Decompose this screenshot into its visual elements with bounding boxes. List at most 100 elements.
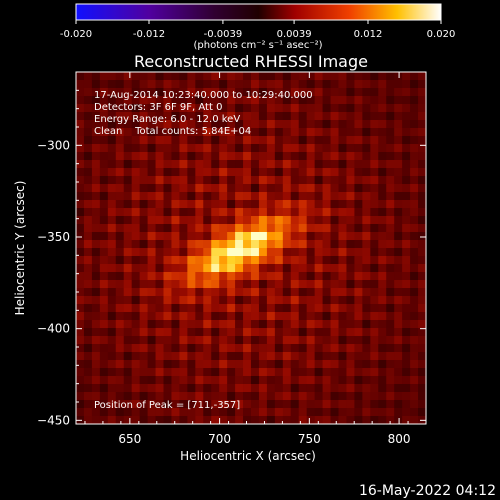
heatmap-cell [163,384,172,393]
heatmap-cell [163,152,172,161]
heatmap-cell [314,248,323,257]
heatmap-cell [227,168,236,177]
heatmap-cell [298,352,308,361]
heatmap-cell [330,376,339,385]
heatmap-cell [147,184,156,193]
heatmap-cell [418,248,426,257]
heatmap-cell [258,216,268,225]
heatmap-cell [91,320,101,329]
heatmap-cell [354,200,363,209]
heatmap-cell [251,344,260,353]
heatmap-cell [370,360,379,369]
heatmap-cell [266,272,276,281]
heatmap-cell [354,368,363,377]
heatmap-cell [107,392,117,401]
heatmap-cell [370,80,379,89]
heatmap-cell [91,408,101,417]
heatmap-cell [314,360,323,369]
heatmap-cell [330,88,339,97]
heatmap-cell [99,240,109,249]
heatmap-cell [266,376,276,385]
heatmap-cell [99,384,109,393]
heatmap-cell [314,304,323,313]
heatmap-cell [338,224,347,233]
heatmap-cell [330,176,339,185]
heatmap-cell [211,160,220,169]
heatmap-cell [211,232,220,241]
heatmap-cell [394,336,403,345]
heatmap-cell [171,152,180,161]
heatmap-cell [115,88,125,97]
heatmap-cell [402,408,411,417]
heatmap-cell [298,128,308,137]
heatmap-cell [386,240,395,249]
heatmap-cell [258,384,268,393]
heatmap-cell [227,248,236,257]
heatmap-cell [187,256,196,265]
heatmap-cell [290,240,300,249]
heatmap-cell [314,328,323,337]
heatmap-cell [243,392,252,401]
heatmap-cell [139,248,148,257]
y-tick-label: −400 [37,322,70,336]
heatmap-cell [298,184,308,193]
heatmap-cell [306,160,316,169]
heatmap-cell [147,168,156,177]
heatmap-cell [266,232,276,241]
heatmap-cell [219,104,228,113]
heatmap-cell [211,168,220,177]
heatmap-cell [179,336,188,345]
heatmap-cell [410,312,419,321]
heatmap-cell [330,256,339,265]
colorbar-tick-label: 0.020 [427,29,456,40]
heatmap-cell [219,328,228,337]
heatmap-cell [195,168,204,177]
heatmap-cell [243,352,252,361]
heatmap-cell [211,128,220,137]
heatmap-cell [115,416,125,424]
heatmap-cell [290,144,300,153]
heatmap-cell [306,344,316,353]
heatmap-cell [139,296,148,305]
heatmap-cell [386,80,395,89]
heatmap-cell [266,248,276,257]
heatmap-cell [362,216,371,225]
heatmap-cell [123,208,133,217]
heatmap-cell [99,232,109,241]
heatmap-cell [251,352,260,361]
heatmap-cell [258,376,268,385]
heatmap-cell [235,416,244,424]
heatmap-cell [370,128,379,137]
heatmap-cell [362,320,371,329]
heatmap-cell [314,152,323,161]
heatmap-cell [394,184,403,193]
heatmap-cell [123,88,133,97]
heatmap-cell [211,288,220,297]
heatmap-cell [258,224,268,233]
heatmap-cell [282,400,292,409]
heatmap-cell [235,136,244,145]
heatmap-cell [274,280,284,289]
heatmap-cell [386,120,395,129]
heatmap-cell [362,336,371,345]
heatmap-cell [258,168,268,177]
heatmap-cell [179,256,188,265]
heatmap-cell [203,336,212,345]
heatmap-cell [123,400,133,409]
heatmap-cell [243,136,252,145]
heatmap-cell [195,384,204,393]
heatmap-cell [243,256,252,265]
heatmap-cell [370,192,379,201]
heatmap-cell [76,120,85,129]
heatmap-cell [155,320,164,329]
heatmap-cell [330,384,339,393]
heatmap-cell [282,152,292,161]
heatmap-cell [187,152,196,161]
heatmap-cell [306,96,316,105]
heatmap-cell [83,408,93,417]
heatmap-cell [203,216,212,225]
heatmap-cell [171,264,180,273]
heatmap-cell [370,208,379,217]
heatmap-cell [338,416,347,424]
heatmap-cell [402,104,411,113]
